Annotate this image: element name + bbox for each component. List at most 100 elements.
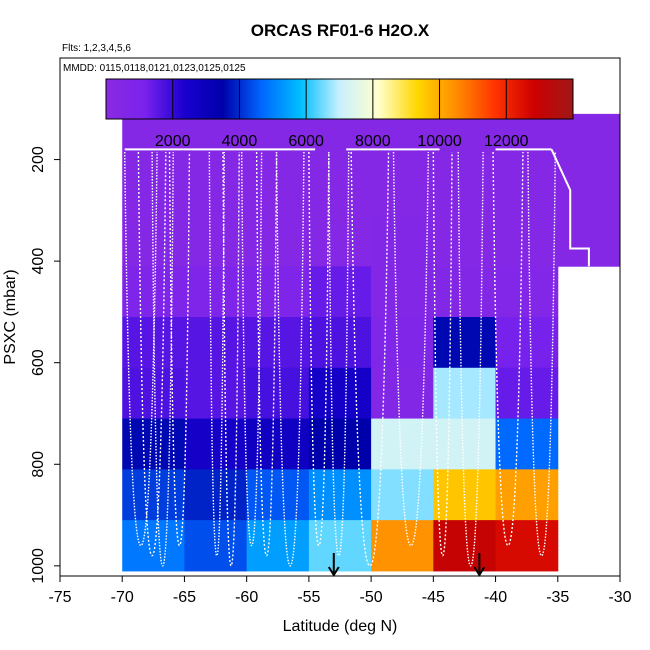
y-axis-label: PSXC (mbar)	[2, 269, 19, 364]
x-tick-label: -60	[235, 589, 258, 606]
x-tick-label: -55	[297, 589, 320, 606]
heatmap-cell	[122, 520, 185, 572]
heatmap-cell	[184, 418, 248, 470]
heatmap-cell	[246, 317, 310, 369]
heatmap-cell	[433, 113, 497, 166]
flight-profile	[350, 151, 390, 567]
colorbar-tick-label: 6000	[288, 133, 324, 150]
heatmap-cell	[557, 164, 620, 216]
heatmap-cell	[246, 164, 310, 216]
heatmap-cell	[433, 317, 497, 369]
heatmap-cell	[495, 215, 559, 267]
y-tick-label: 400	[30, 248, 47, 275]
heatmap-cell	[495, 113, 559, 166]
x-tick-label: -30	[608, 589, 631, 606]
heatmap-cell	[495, 266, 559, 318]
x-tick-label: -65	[173, 589, 196, 606]
plot-frame	[59, 57, 621, 577]
x-tick-label: -45	[422, 589, 445, 606]
dates-subtitle: MMDD: 0115,0118,0121,0123,0125,0125	[63, 63, 246, 74]
heatmap-cell	[122, 113, 185, 166]
colorbar-tick-label: 10000	[417, 133, 462, 150]
flight-profile	[432, 151, 453, 557]
heatmap-cell	[246, 215, 310, 267]
flight-profile	[124, 151, 158, 547]
heatmap-cell	[308, 469, 372, 521]
heatmap-cell	[371, 113, 434, 166]
colorbar-ticks: 2000 4000 6000 8000 10000 12000	[155, 79, 529, 150]
flight-profile	[392, 151, 430, 547]
colorbar-tick-label: 8000	[355, 133, 391, 150]
x-tick-label: -40	[484, 589, 507, 606]
heatmap-cell	[433, 418, 497, 470]
heatmap-cell	[495, 418, 559, 470]
y-tick-label: 1000	[30, 548, 47, 584]
x-tick-label: -35	[546, 589, 569, 606]
flight-profile	[275, 151, 305, 567]
heatmap-cell	[433, 367, 497, 420]
heatmap-cell	[308, 215, 372, 267]
flight-profile	[168, 151, 191, 547]
x-tick-label: -50	[360, 589, 383, 606]
heatmap-cell	[495, 367, 559, 420]
heatmap-cell	[433, 215, 497, 267]
heatmap-cell	[308, 164, 372, 216]
chart-title: ORCAS RF01-6 H2O.X	[251, 21, 430, 40]
heatmap-cell	[184, 113, 248, 166]
heatmap-cell	[184, 317, 248, 369]
heatmap-cell	[371, 266, 434, 318]
flight-profile	[151, 151, 174, 567]
heatmap-cell	[246, 520, 310, 572]
flight-profile	[255, 151, 278, 557]
x-axis: -75 -70 -65 -60 -55 -50 -45 -40 -35 -30	[48, 576, 632, 606]
heatmap-cell	[371, 215, 434, 267]
heatmap-cell	[371, 317, 434, 369]
x-tick-label: -70	[111, 589, 134, 606]
x-tick-label: -75	[48, 589, 71, 606]
heatmap-cell	[184, 215, 248, 267]
flight-profile	[240, 151, 263, 547]
arrow-markers	[327, 553, 486, 577]
heatmap-cell	[308, 317, 372, 369]
y-tick-label: 800	[30, 451, 47, 478]
flights-subtitle: Flts: 1,2,3,4,5,6	[62, 43, 131, 54]
heatmap-cell	[371, 520, 434, 572]
heatmap-cell	[308, 113, 372, 166]
heatmap-cell	[433, 520, 497, 572]
y-tick-label: 200	[30, 146, 47, 173]
flight-profile	[492, 151, 524, 547]
heatmap-cells	[122, 113, 620, 572]
heatmap-cell	[184, 266, 248, 318]
heatmap-cell	[433, 266, 497, 318]
colorbar-tick-label: 4000	[222, 133, 258, 150]
colorbar-tick-label: 2000	[155, 133, 191, 150]
flight-profile	[457, 151, 484, 567]
heatmap-cell	[371, 164, 434, 216]
heatmap-cell	[246, 367, 310, 420]
arrow-marker-head	[327, 566, 340, 577]
heatmap-cell	[122, 164, 185, 216]
arrow-marker-head	[473, 566, 486, 577]
heatmap-cell	[495, 520, 559, 572]
flight-profile	[308, 151, 330, 547]
heatmap-cell	[308, 266, 372, 318]
heatmap-cell	[308, 367, 372, 420]
heatmap-cell	[184, 164, 248, 216]
heatmap-cell	[122, 367, 185, 420]
y-tick-label: 600	[30, 349, 47, 376]
heatmap-cell	[495, 164, 559, 216]
heatmap-cell	[184, 469, 248, 521]
flight-profile	[137, 151, 167, 557]
heatmap-cell	[371, 367, 434, 420]
heatmap-cell	[557, 113, 620, 166]
x-axis-label: Latitude (deg N)	[283, 618, 398, 635]
colorbar-tick-label: 12000	[484, 133, 529, 150]
heatmap-cell	[433, 164, 497, 216]
flight-profile	[222, 151, 240, 567]
flight-segment	[550, 148, 590, 267]
y-axis: 200 400 600 800 1000	[30, 146, 60, 584]
heatmap-cell	[308, 418, 372, 470]
flight-tracks	[124, 148, 590, 567]
heatmap-cell	[495, 317, 559, 369]
